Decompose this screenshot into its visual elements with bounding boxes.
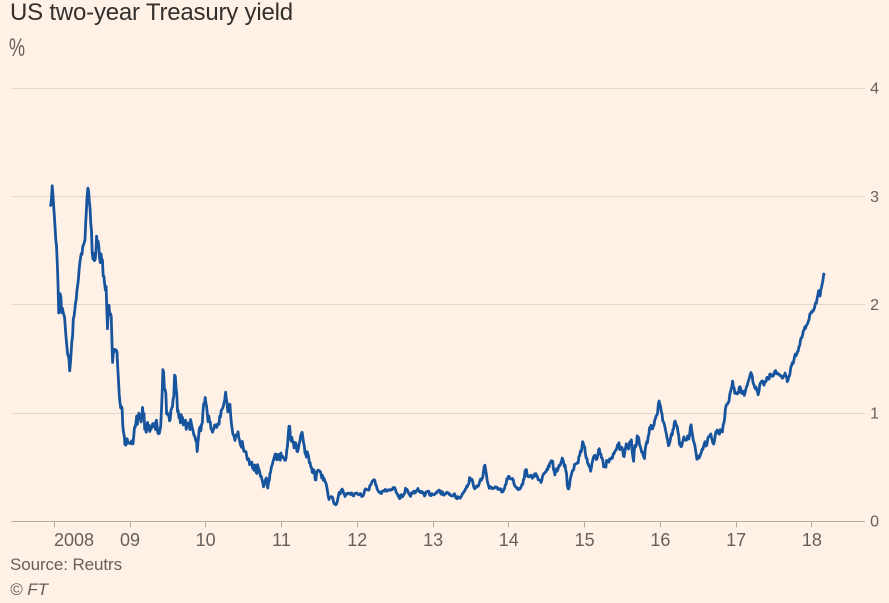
svg-text:18: 18 xyxy=(802,530,822,550)
svg-text:10: 10 xyxy=(196,530,216,550)
svg-text:4: 4 xyxy=(870,81,879,98)
svg-text:14: 14 xyxy=(499,530,519,550)
svg-text:2008: 2008 xyxy=(54,530,94,550)
svg-text:15: 15 xyxy=(575,530,595,550)
svg-text:11: 11 xyxy=(272,530,291,550)
svg-text:3: 3 xyxy=(870,189,879,206)
svg-text:16: 16 xyxy=(650,530,670,550)
svg-text:13: 13 xyxy=(423,530,443,550)
svg-text:17: 17 xyxy=(726,530,746,550)
svg-text:0: 0 xyxy=(870,514,879,531)
svg-text:1: 1 xyxy=(870,405,879,422)
svg-text:12: 12 xyxy=(347,530,367,550)
svg-text:09: 09 xyxy=(120,530,140,550)
svg-text:2: 2 xyxy=(870,297,879,314)
